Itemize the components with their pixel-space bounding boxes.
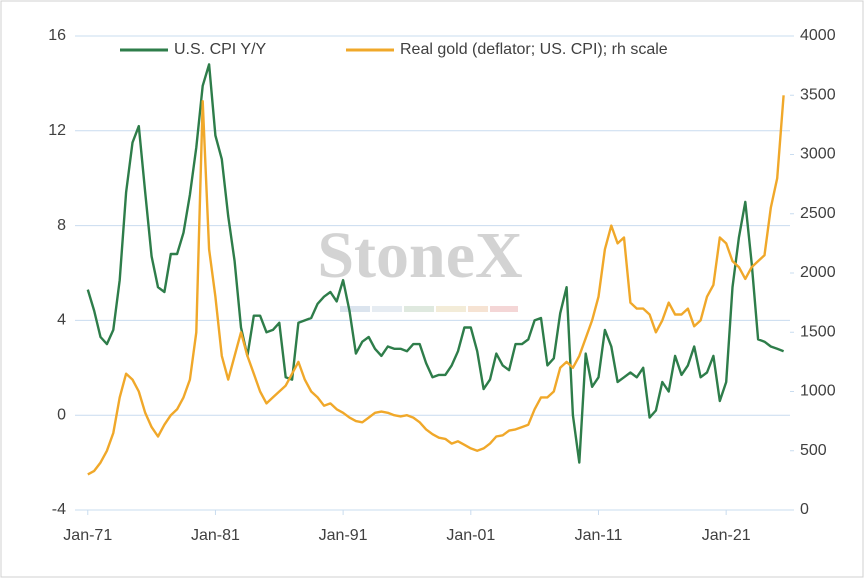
legend-label: U.S. CPI Y/Y	[174, 41, 267, 58]
y-tick-label: 16	[48, 27, 66, 44]
y-tick-label: -4	[52, 501, 66, 518]
y-tick-label: 8	[57, 217, 66, 234]
y2-tick-label: 2500	[800, 205, 836, 222]
series-line	[87, 95, 785, 476]
y2-tick-label: 1000	[800, 383, 836, 400]
y2-tick-label: 3000	[800, 146, 836, 163]
y2-tick-label: 500	[800, 442, 827, 459]
watermark: StoneX	[317, 219, 522, 292]
y2-tick-label: 1500	[800, 323, 836, 340]
x-tick-label: Jan-71	[63, 527, 112, 544]
y2-tick-label: 4000	[800, 27, 836, 44]
x-tick-label: Jan-91	[319, 527, 368, 544]
legend-label: Real gold (deflator; US. CPI); rh scale	[400, 41, 668, 58]
y-tick-label: 0	[57, 406, 66, 423]
x-tick-label: Jan-21	[702, 527, 751, 544]
y-tick-label: 12	[48, 122, 66, 139]
series-line	[86, 63, 785, 464]
y2-tick-label: 2000	[800, 264, 836, 281]
x-tick-label: Jan-01	[446, 527, 495, 544]
x-tick-label: Jan-81	[191, 527, 240, 544]
y2-tick-label: 0	[800, 501, 809, 518]
y-tick-label: 4	[57, 312, 66, 329]
y2-tick-label: 3500	[800, 86, 836, 103]
watermark-bar	[340, 306, 518, 312]
x-tick-label: Jan-11	[575, 527, 623, 544]
